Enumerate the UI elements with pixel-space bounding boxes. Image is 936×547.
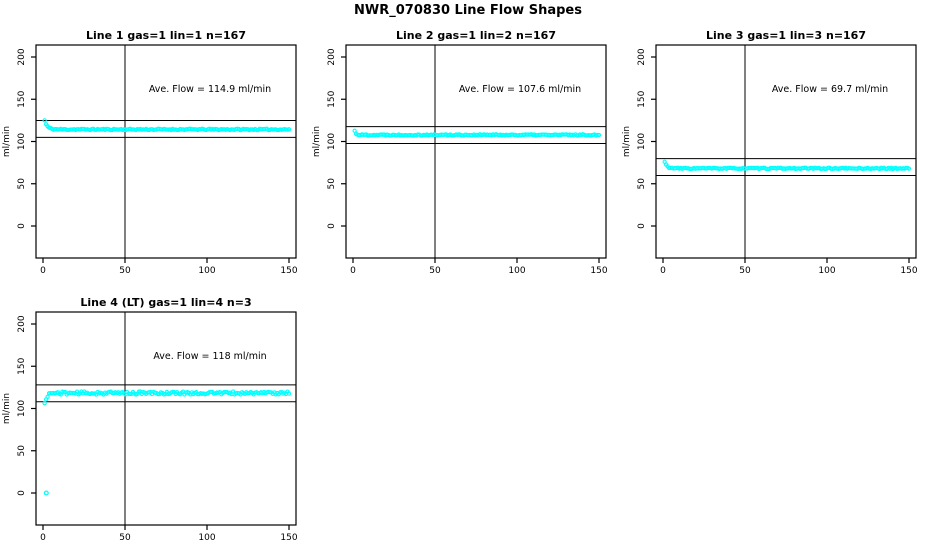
avg-flow-annotation-line-4: Ave. Flow = 118 ml/min: [153, 351, 267, 362]
data-point: [286, 127, 292, 132]
avg-flow-annotation-line-1: Ave. Flow = 114.9 ml/min: [148, 84, 272, 95]
data-point: [45, 394, 50, 399]
x-tick-label: 150: [280, 533, 297, 543]
data-point: [286, 391, 292, 396]
y-tick-label: 100: [17, 400, 27, 417]
x-tick-label: 50: [119, 266, 131, 276]
y-tick-label: 50: [17, 445, 27, 457]
plot-box: [345, 44, 607, 259]
x-tick-label: 0: [40, 533, 46, 543]
avg-flow-annotation-line-2: Ave. Flow = 107.6 ml/min: [458, 84, 582, 95]
y-tick-label: 200: [637, 48, 647, 65]
x-tick-label: 100: [508, 266, 525, 276]
y-tick-label: 200: [17, 48, 27, 65]
x-tick-label: 100: [198, 533, 215, 543]
x-tick-label: 50: [119, 533, 131, 543]
panel-title-line-3: Line 3 gas=1 lin=3 n=167: [705, 29, 866, 42]
data-points: [662, 159, 912, 172]
y-tick-label: 0: [637, 223, 647, 229]
x-tick-label: 50: [739, 266, 751, 276]
x-axis: 0 50 100 150: [660, 258, 918, 276]
avg-flow-annotation-line-3: Ave. Flow = 69.7 ml/min: [771, 84, 889, 95]
data-point: [596, 132, 602, 138]
y-tick-label: 100: [17, 133, 27, 150]
x-tick-label: 100: [198, 266, 215, 276]
y-tick-label: 50: [327, 178, 337, 190]
panel-title-line-2: Line 2 gas=1 lin=2 n=167: [395, 29, 556, 42]
y-axis-title: ml/min: [2, 393, 12, 424]
y-tick-label: 200: [17, 315, 27, 332]
plot-line-2: 0 50 100 150 0 50 100 150 200 ml/min: [312, 44, 608, 276]
x-tick-label: 0: [350, 266, 356, 276]
panel-line-4: Line 4 (LT) gas=1 lin=4 n=3 0 50 100 150 0 50…: [0, 285, 312, 547]
x-tick-label: 50: [429, 266, 441, 276]
y-tick-label: 150: [327, 90, 337, 107]
data-point: [42, 401, 47, 406]
plot-line-1: 0 50 100 150 0 50 100 150 200 ml/min: [2, 44, 298, 276]
y-tick-label: 0: [17, 490, 27, 496]
x-axis: 0 50 100 150: [350, 258, 608, 276]
data-points: [352, 128, 602, 138]
x-tick-label: 100: [818, 266, 835, 276]
plot-line-4: 0 50 100 150 0 50 100 150 200 ml/min: [2, 311, 298, 543]
x-axis: 0 50 100 150: [40, 258, 298, 276]
panel-title-line-4: Line 4 (LT) gas=1 lin=4 n=3: [80, 296, 252, 309]
outlier-point: [43, 490, 49, 496]
y-tick-label: 150: [17, 357, 27, 374]
page-title: NWR_070830 Line Flow Shapes: [354, 3, 582, 18]
plot-line-3: 0 50 100 150 0 50 100 150 200 ml/min: [622, 44, 918, 276]
x-tick-label: 150: [280, 266, 297, 276]
data-point: [906, 166, 912, 171]
y-tick-label: 150: [637, 90, 647, 107]
data-points: [42, 118, 292, 133]
data-point: [61, 389, 66, 395]
y-tick-label: 200: [327, 48, 337, 65]
data-point: [208, 389, 214, 395]
y-tick-label: 0: [327, 223, 337, 229]
panel-line-3: Line 3 gas=1 lin=3 n=167 0 50 100 150 0 50 100…: [620, 18, 932, 280]
y-axis-title: ml/min: [622, 126, 632, 157]
panel-line-1: Line 1 gas=1 lin=1 n=167 0 50 100 150 0 50 100…: [0, 18, 312, 280]
y-tick-label: 0: [17, 223, 27, 229]
y-tick-label: 50: [17, 178, 27, 190]
y-axis: 0 50 100 150 200: [17, 48, 36, 229]
panel-line-2: Line 2 gas=1 lin=2 n=167 0 50 100 150 0 50 100…: [310, 18, 622, 280]
data-point: [42, 118, 47, 123]
y-axis-title: ml/min: [2, 126, 12, 157]
y-axis-title: ml/min: [312, 126, 322, 157]
y-axis: 0 50 100 150 200: [327, 48, 346, 229]
x-tick-label: 0: [40, 266, 46, 276]
y-axis: 0 50 100 150 200: [637, 48, 656, 229]
x-tick-label: 150: [590, 266, 607, 276]
x-axis: 0 50 100 150: [40, 525, 298, 543]
x-tick-label: 150: [900, 266, 917, 276]
y-tick-label: 50: [637, 178, 647, 190]
data-points: [42, 389, 292, 496]
plot-box: [35, 44, 297, 259]
y-axis: 0 50 100 150 200: [17, 315, 36, 496]
y-tick-label: 100: [327, 133, 337, 150]
panel-title-line-1: Line 1 gas=1 lin=1 n=167: [85, 29, 246, 42]
y-tick-label: 100: [637, 133, 647, 150]
plot-box: [655, 44, 917, 259]
plot-box: [35, 311, 297, 526]
x-tick-label: 0: [660, 266, 666, 276]
y-tick-label: 150: [17, 90, 27, 107]
